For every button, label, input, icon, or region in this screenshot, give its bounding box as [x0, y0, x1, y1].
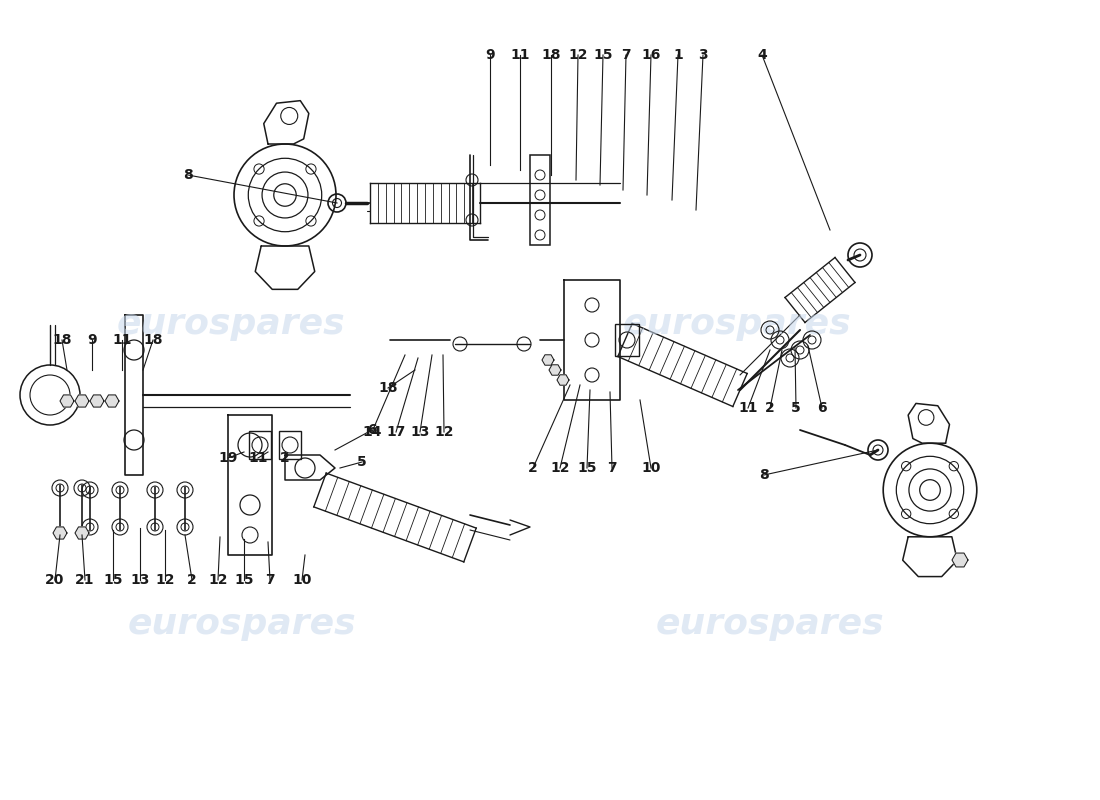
Bar	[249, 431, 271, 459]
Text: 11: 11	[738, 401, 758, 415]
Text: 6: 6	[817, 401, 827, 415]
Text: 18: 18	[53, 333, 72, 347]
Text: 3: 3	[698, 48, 707, 62]
Bar	[530, 155, 550, 245]
Polygon shape	[60, 395, 74, 407]
Text: 18: 18	[541, 48, 561, 62]
Polygon shape	[542, 355, 554, 365]
Text: 8: 8	[183, 168, 192, 182]
Text: 2: 2	[187, 573, 197, 587]
Text: eurospares: eurospares	[128, 607, 356, 641]
Text: 15: 15	[593, 48, 613, 62]
Bar	[279, 431, 301, 459]
Polygon shape	[75, 395, 89, 407]
Text: eurospares: eurospares	[656, 607, 884, 641]
Text: 8: 8	[759, 468, 769, 482]
Text: 2: 2	[766, 401, 774, 415]
Text: 6: 6	[367, 423, 377, 437]
Polygon shape	[104, 395, 119, 407]
Text: 5: 5	[358, 455, 367, 469]
Polygon shape	[90, 395, 104, 407]
Text: 20: 20	[45, 573, 65, 587]
Text: 12: 12	[434, 425, 453, 439]
Text: 14: 14	[362, 425, 382, 439]
Text: 11: 11	[112, 333, 132, 347]
Text: 7: 7	[265, 573, 275, 587]
Bar	[615, 324, 639, 356]
Text: 16: 16	[641, 48, 661, 62]
Text: 18: 18	[143, 333, 163, 347]
Polygon shape	[549, 365, 561, 375]
Text: 5: 5	[791, 401, 801, 415]
Text: 9: 9	[485, 48, 495, 62]
Text: 4: 4	[757, 48, 767, 62]
Text: 12: 12	[155, 573, 175, 587]
Text: 17: 17	[386, 425, 406, 439]
Text: 7: 7	[607, 461, 617, 475]
Text: 10: 10	[293, 573, 311, 587]
Polygon shape	[53, 527, 67, 539]
Text: 11: 11	[510, 48, 530, 62]
Text: 19: 19	[218, 451, 238, 465]
Text: 1: 1	[673, 48, 683, 62]
Text: 12: 12	[569, 48, 587, 62]
Polygon shape	[557, 375, 569, 385]
Text: 12: 12	[208, 573, 228, 587]
Text: 13: 13	[410, 425, 430, 439]
Polygon shape	[952, 553, 968, 567]
Text: 15: 15	[234, 573, 254, 587]
Text: 9: 9	[87, 333, 97, 347]
Text: 7: 7	[621, 48, 630, 62]
Text: 18: 18	[378, 381, 398, 395]
Text: 15: 15	[103, 573, 123, 587]
Text: 10: 10	[641, 461, 661, 475]
Text: eurospares: eurospares	[623, 307, 851, 341]
Polygon shape	[75, 527, 89, 539]
Text: 11: 11	[249, 451, 267, 465]
Text: 13: 13	[130, 573, 150, 587]
Text: 12: 12	[550, 461, 570, 475]
Text: eurospares: eurospares	[117, 307, 345, 341]
Text: 15: 15	[578, 461, 596, 475]
Text: 2: 2	[528, 461, 538, 475]
Text: 21: 21	[75, 573, 95, 587]
Text: 2: 2	[280, 451, 290, 465]
